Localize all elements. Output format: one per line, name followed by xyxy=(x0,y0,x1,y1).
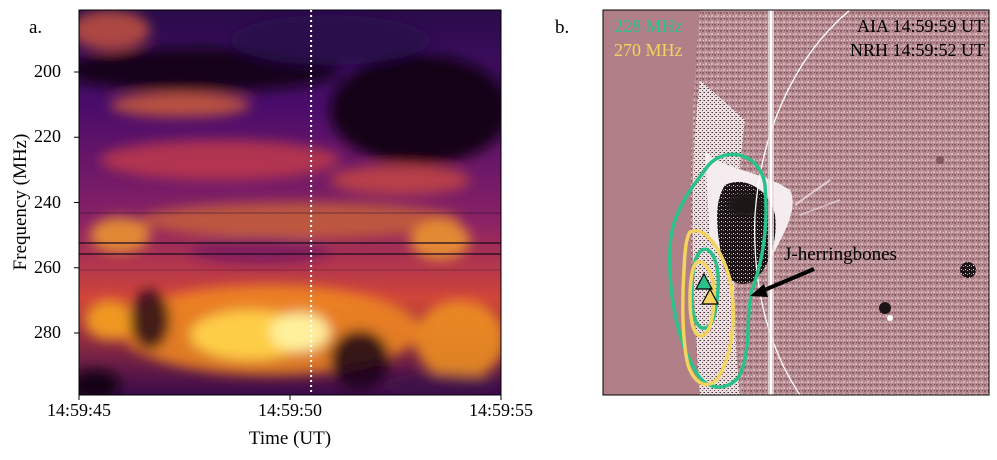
aia-image xyxy=(603,10,989,395)
x-tick-label: 14:59:50 xyxy=(257,400,323,420)
panel-b-letter: b. xyxy=(555,17,570,38)
legend-270-mhz: 270 MHz xyxy=(614,40,683,60)
aia-time-label: AIA 14:59:59 UT xyxy=(857,16,985,36)
triangle-228-marker xyxy=(695,272,713,290)
y-tick-label: 280 xyxy=(34,322,61,342)
panel-a-axes xyxy=(74,71,502,400)
contour-270-inner xyxy=(688,260,716,338)
j-herringbones-annotation: J-herringbones xyxy=(784,244,897,265)
panel-a-letter: a. xyxy=(29,17,43,38)
panel-b-frame xyxy=(602,9,990,396)
y-tick-label: 200 xyxy=(34,60,61,81)
x-tick-label: 14:59:45 xyxy=(46,400,112,420)
y-axis-label: Frequency (MHz) xyxy=(10,133,31,271)
spectrum-heatmap xyxy=(79,10,501,395)
x-tick-label: 14:59:55 xyxy=(468,400,534,420)
triangle-270-marker xyxy=(701,287,719,305)
y-tick-label: 220 xyxy=(34,126,61,147)
nrh-time-label: NRH 14:59:52 UT xyxy=(850,40,985,60)
y-tick-label: 240 xyxy=(34,191,61,212)
contour-270-outer xyxy=(681,229,735,387)
y-tick-label: 260 xyxy=(34,256,61,277)
radio-contours xyxy=(668,152,768,389)
x-axis-label: Time (UT) xyxy=(248,428,332,449)
legend-228-mhz: 228 MHz xyxy=(614,16,683,36)
contour-228-outer xyxy=(668,152,768,389)
herringbone-arrow xyxy=(750,267,815,297)
